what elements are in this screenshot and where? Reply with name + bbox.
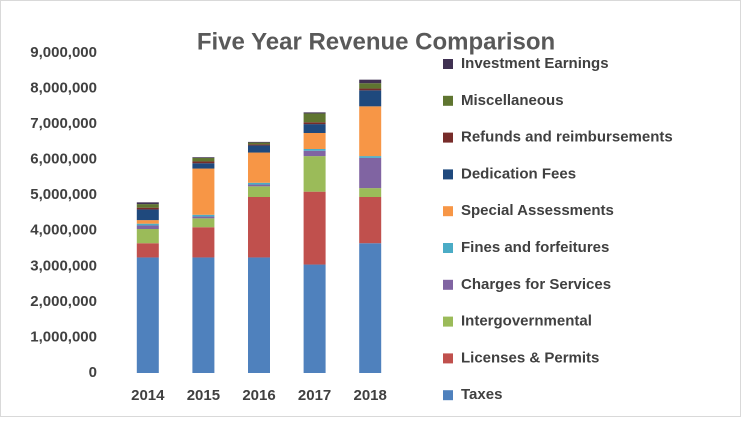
bar-segment — [359, 79, 382, 84]
bar-segment — [359, 88, 382, 91]
bar-segment — [248, 152, 270, 183]
y-tick-label: 0 — [89, 364, 97, 381]
y-tick-label: 7,000,000 — [30, 115, 97, 132]
bar-segment — [248, 184, 270, 187]
bar-segment — [303, 156, 326, 192]
legend-label: Licenses & Permits — [461, 349, 599, 366]
bar-segment — [192, 257, 215, 373]
bar-segment — [136, 223, 159, 226]
bar-segment — [359, 90, 382, 107]
legend-label: Dedication Fees — [461, 165, 576, 182]
bar-segment — [248, 197, 270, 258]
y-tick-label: 3,000,000 — [30, 257, 97, 274]
bar-segment — [136, 204, 159, 208]
x-tick-label: 2018 — [354, 387, 387, 404]
bar-segment — [248, 145, 270, 153]
bar-segment — [303, 112, 326, 114]
legend-swatch — [443, 132, 453, 143]
legend-label: Charges for Services — [461, 276, 611, 293]
bar-segment — [136, 209, 159, 221]
bar-segment — [303, 133, 326, 149]
legend-label: Miscellaneous — [461, 92, 564, 109]
bar-segment — [192, 214, 215, 217]
bar-segment — [136, 220, 159, 224]
bar-segment — [248, 182, 270, 185]
legend-label: Taxes — [461, 386, 502, 403]
legend-swatch — [443, 206, 453, 217]
bar-segment — [192, 216, 215, 219]
y-tick-label: 2,000,000 — [30, 293, 97, 310]
y-tick-label: 5,000,000 — [30, 186, 97, 203]
y-tick-label: 1,000,000 — [30, 328, 97, 345]
legend-swatch — [443, 169, 453, 180]
bar-segment — [248, 144, 270, 146]
bar-segment — [192, 168, 215, 215]
legend-swatch — [443, 353, 453, 364]
legend-label: Refunds and reimbursements — [461, 129, 673, 146]
bar-segment — [192, 157, 215, 158]
x-tick-label: 2016 — [242, 387, 275, 404]
x-tick-label: 2017 — [298, 387, 331, 404]
bar-segment — [136, 202, 159, 205]
bar-segment — [359, 157, 382, 189]
legend-label: Investment Earnings — [461, 55, 609, 72]
legend-swatch — [443, 279, 453, 290]
y-tick-label: 4,000,000 — [30, 222, 97, 239]
bar-segment — [359, 197, 382, 244]
bar-segment — [248, 257, 270, 373]
bar-segment — [303, 122, 326, 125]
bar-segment — [192, 218, 215, 228]
bar-segment — [303, 124, 326, 133]
bar-segment — [136, 243, 159, 258]
legend-swatch — [443, 59, 453, 69]
bar-segment — [248, 186, 270, 197]
bar-segment — [303, 149, 326, 151]
bar-segment — [359, 106, 382, 157]
bar-segment — [303, 191, 326, 265]
bar-segment — [248, 141, 270, 143]
bar-segment — [303, 264, 326, 373]
legend-swatch — [443, 243, 453, 253]
bar-segment — [303, 150, 326, 157]
bar-segment — [359, 243, 382, 373]
bar-segment — [359, 156, 382, 158]
bar-segment — [192, 161, 215, 164]
y-tick-label: 6,000,000 — [30, 151, 97, 168]
legend-label: Fines and forfeitures — [461, 239, 609, 256]
bar-segment — [136, 207, 159, 210]
bar-segment — [136, 225, 159, 229]
chart-title: Five Year Revenue Comparison — [197, 28, 555, 55]
legend-swatch — [443, 390, 453, 401]
bar-segment — [136, 257, 159, 373]
legend-swatch — [443, 316, 453, 327]
x-tick-label: 2015 — [187, 387, 220, 404]
y-tick-label: 8,000,000 — [30, 80, 97, 97]
legend-label: Special Assessments — [461, 202, 614, 219]
x-tick-label: 2014 — [131, 387, 165, 404]
legend-label: Intergovernmental — [461, 313, 592, 330]
bar-segment — [136, 229, 159, 244]
y-tick-label: 9,000,000 — [30, 44, 97, 61]
bar-segment — [248, 142, 270, 145]
bar-segment — [359, 188, 382, 197]
legend-swatch — [443, 95, 453, 106]
bar-segment — [192, 163, 215, 169]
bar-segment — [192, 227, 215, 258]
bar-segment — [192, 157, 215, 162]
bar-segment — [359, 83, 382, 89]
bar-segment — [303, 113, 326, 123]
